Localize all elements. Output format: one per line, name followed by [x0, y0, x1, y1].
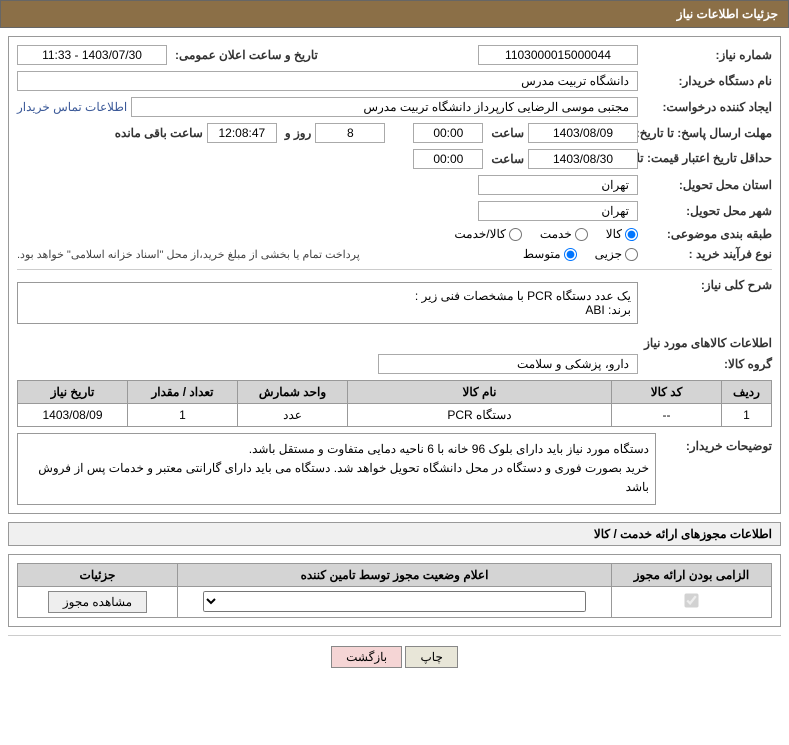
goods-group-value: دارو، پزشکی و سلامت	[378, 354, 638, 374]
th-name: نام کالا	[348, 381, 612, 404]
radio-service[interactable]: خدمت	[540, 227, 588, 241]
announce-date-value: 1403/07/30 - 11:33	[17, 45, 167, 65]
validity-label: حداقل تاریخ اعتبار قیمت: تا تاریخ:	[642, 151, 772, 167]
radio-service-label: خدمت	[540, 227, 572, 241]
requester-value: مجتبی موسی الرضایی کارپرداز دانشگاه تربی…	[131, 97, 638, 117]
td-name: دستگاه PCR	[348, 404, 612, 427]
view-license-button[interactable]: مشاهده مجوز	[48, 591, 147, 613]
license-section-header: اطلاعات مجوزهای ارائه خدمت / کالا	[8, 522, 781, 546]
page-header: جزئیات اطلاعات نیاز	[0, 0, 789, 28]
th-date: تاریخ نیاز	[18, 381, 128, 404]
radio-partial-input[interactable]	[625, 248, 638, 261]
mandatory-checkbox	[684, 593, 698, 607]
process-label: نوع فرآیند خرید :	[642, 247, 772, 261]
time-label-1: ساعت	[487, 126, 524, 140]
td-mandatory	[612, 586, 772, 617]
row-goods-group: گروه کالا: دارو، پزشکی و سلامت	[17, 354, 772, 374]
row-province: استان محل تحویل: تهران	[17, 175, 772, 195]
td-details: مشاهده مجوز	[18, 586, 178, 617]
validity-time-value: 00:00	[413, 149, 483, 169]
need-number-label: شماره نیاز:	[642, 48, 772, 62]
row-category: طبقه بندی موضوعی: کالا خدمت کالا/خدمت	[17, 227, 772, 241]
buyer-org-label: نام دستگاه خریدار:	[642, 74, 772, 88]
print-button[interactable]: چاپ	[405, 646, 457, 668]
action-buttons-row: چاپ بازگشت	[8, 635, 781, 678]
th-details: جزئیات	[18, 563, 178, 586]
license-box: الزامی بودن ارائه مجوز اعلام وضعیت مجوز …	[8, 554, 781, 627]
main-form-box: شماره نیاز: 1103000015000044 تاریخ و ساع…	[8, 36, 781, 514]
goods-group-label: گروه کالا:	[642, 357, 772, 371]
status-select[interactable]	[203, 591, 586, 612]
validity-date-value: 1403/08/30	[528, 149, 638, 169]
radio-both-label: کالا/خدمت	[454, 227, 505, 241]
td-unit: عدد	[238, 404, 348, 427]
category-radio-group: کالا خدمت کالا/خدمت	[454, 227, 638, 241]
buyer-notes-label: توضیحات خریدار:	[662, 433, 772, 453]
th-qty: تعداد / مقدار	[128, 381, 238, 404]
category-label: طبقه بندی موضوعی:	[642, 227, 772, 241]
goods-info-title: اطلاعات کالاهای مورد نیاز	[17, 336, 772, 350]
license-header-row: الزامی بودن ارائه مجوز اعلام وضعیت مجوز …	[18, 563, 772, 586]
goods-table: ردیف کد کالا نام کالا واحد شمارش تعداد /…	[17, 380, 772, 427]
radio-medium-label: متوسط	[523, 247, 561, 261]
radio-goods-input[interactable]	[625, 228, 638, 241]
radio-both[interactable]: کالا/خدمت	[454, 227, 521, 241]
deadline-time-value: 00:00	[413, 123, 483, 143]
summary-text: یک عدد دستگاه PCR با مشخصات فنی زیر : بر…	[17, 282, 638, 324]
goods-table-header-row: ردیف کد کالا نام کالا واحد شمارش تعداد /…	[18, 381, 772, 404]
hours-remain-value: 12:08:47	[207, 123, 277, 143]
summary-label: شرح کلی نیاز:	[642, 278, 772, 292]
province-value: تهران	[478, 175, 638, 195]
th-unit: واحد شمارش	[238, 381, 348, 404]
td-row: 1	[722, 404, 772, 427]
row-need-number: شماره نیاز: 1103000015000044 تاریخ و ساع…	[17, 45, 772, 65]
radio-medium[interactable]: متوسط	[523, 247, 577, 261]
deadline-date-value: 1403/08/09	[528, 123, 638, 143]
td-date: 1403/08/09	[18, 404, 128, 427]
need-number-value: 1103000015000044	[478, 45, 638, 65]
radio-goods[interactable]: کالا	[606, 227, 638, 241]
radio-medium-input[interactable]	[564, 248, 577, 261]
td-qty: 1	[128, 404, 238, 427]
buyer-org-value: دانشگاه تربیت مدرس	[17, 71, 638, 91]
radio-partial[interactable]: جزیی	[595, 247, 638, 261]
th-row: ردیف	[722, 381, 772, 404]
time-label-2: ساعت	[487, 152, 524, 166]
city-value: تهران	[478, 201, 638, 221]
buyer-notes-text: دستگاه مورد نیاز باید دارای بلوک 96 خانه…	[17, 433, 656, 505]
row-buyer-org: نام دستگاه خریدار: دانشگاه تربیت مدرس	[17, 71, 772, 91]
radio-partial-label: جزیی	[595, 247, 622, 261]
days-remain-value: 8	[315, 123, 385, 143]
process-note: پرداخت تمام یا بخشی از مبلغ خرید،از محل …	[17, 248, 360, 261]
days-label: روز و	[281, 126, 312, 140]
remain-label: ساعت باقی مانده	[111, 126, 203, 140]
row-deadline: مهلت ارسال پاسخ: تا تاریخ: 1403/08/09 سا…	[17, 123, 772, 143]
requester-label: ایجاد کننده درخواست:	[642, 100, 772, 114]
radio-goods-label: کالا	[606, 227, 622, 241]
td-status	[178, 586, 612, 617]
process-radio-group: جزیی متوسط	[523, 247, 638, 261]
back-button[interactable]: بازگشت	[331, 646, 402, 668]
row-requester: ایجاد کننده درخواست: مجتبی موسی الرضایی …	[17, 97, 772, 117]
license-table: الزامی بودن ارائه مجوز اعلام وضعیت مجوز …	[17, 563, 772, 618]
row-summary: شرح کلی نیاز: یک عدد دستگاه PCR با مشخصا…	[17, 278, 772, 328]
row-city: شهر محل تحویل: تهران	[17, 201, 772, 221]
th-mandatory: الزامی بودن ارائه مجوز	[612, 563, 772, 586]
th-status: اعلام وضعیت مجوز توسط تامین کننده	[178, 563, 612, 586]
radio-service-input[interactable]	[575, 228, 588, 241]
deadline-label: مهلت ارسال پاسخ: تا تاریخ:	[642, 126, 772, 140]
td-code: --	[612, 404, 722, 427]
row-process: نوع فرآیند خرید : جزیی متوسط پرداخت تمام…	[17, 247, 772, 261]
th-code: کد کالا	[612, 381, 722, 404]
goods-table-row: 1 -- دستگاه PCR عدد 1 1403/08/09	[18, 404, 772, 427]
row-validity: حداقل تاریخ اعتبار قیمت: تا تاریخ: 1403/…	[17, 149, 772, 169]
province-label: استان محل تحویل:	[642, 178, 772, 192]
radio-both-input[interactable]	[509, 228, 522, 241]
page-title: جزئیات اطلاعات نیاز	[677, 7, 778, 21]
license-row: مشاهده مجوز	[18, 586, 772, 617]
row-buyer-notes: توضیحات خریدار: دستگاه مورد نیاز باید دا…	[17, 433, 772, 505]
announce-date-label: تاریخ و ساعت اعلان عمومی:	[171, 48, 318, 62]
buyer-contact-link[interactable]: اطلاعات تماس خریدار	[17, 100, 127, 114]
city-label: شهر محل تحویل:	[642, 204, 772, 218]
